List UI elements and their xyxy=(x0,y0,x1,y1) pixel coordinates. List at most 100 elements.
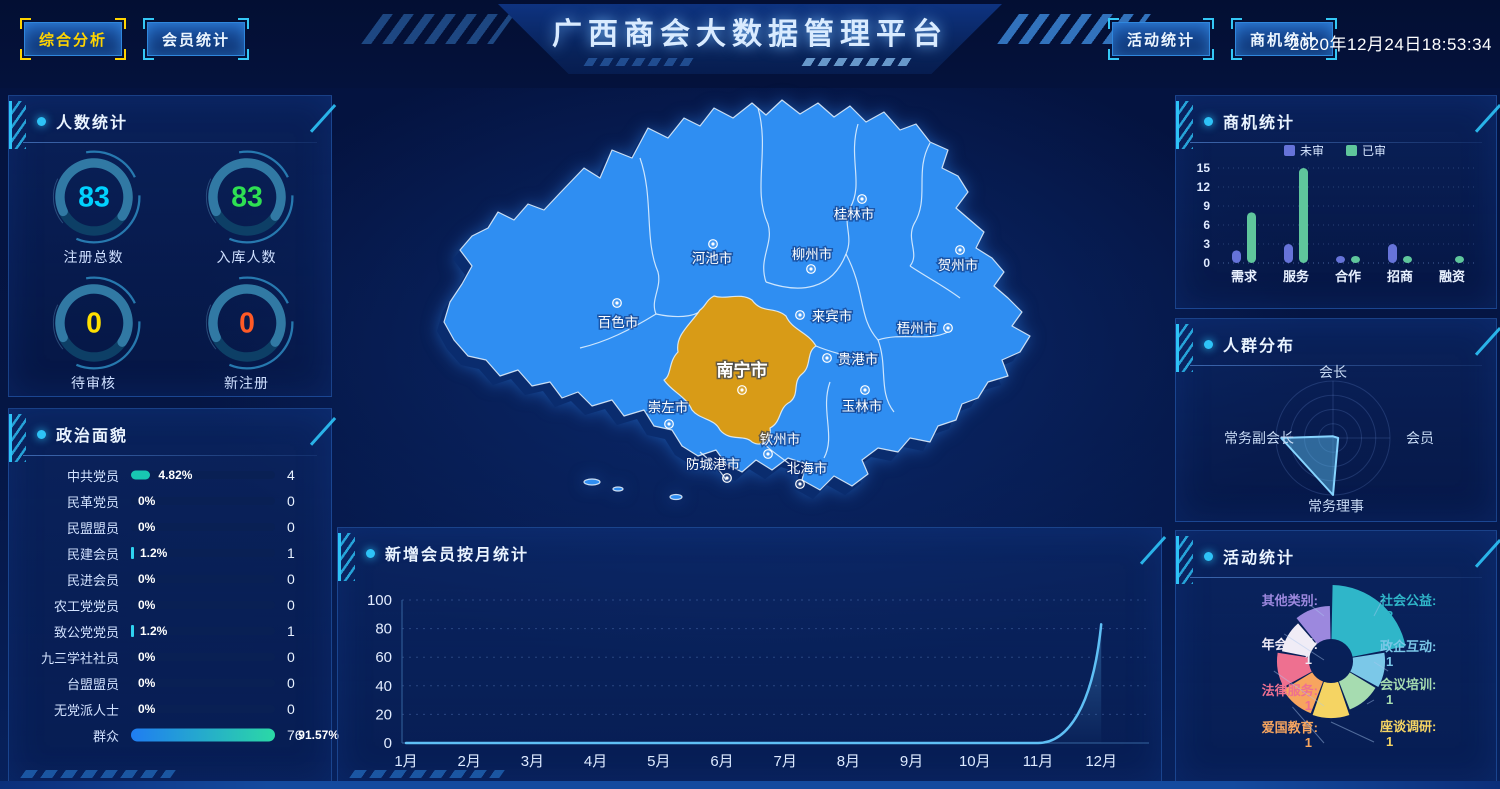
political-count: 0 xyxy=(287,701,295,717)
divider xyxy=(1190,577,1482,578)
svg-text:8月: 8月 xyxy=(837,753,860,770)
tab-activity-stats[interactable]: 活动统计 xyxy=(1107,18,1215,60)
tab-comprehensive-analysis[interactable]: 综合分析 xyxy=(19,18,127,60)
legend[interactable]: 未审 已审 xyxy=(1284,143,1386,158)
map-city[interactable]: 河池市 xyxy=(690,239,734,268)
panel-title: 新增会员按月统计 xyxy=(385,547,530,564)
panel-bullet-icon xyxy=(37,116,46,126)
svg-text:1: 1 xyxy=(1386,692,1393,707)
divider xyxy=(23,142,317,143)
svg-text:融资: 融资 xyxy=(1439,269,1465,284)
gauges-grid: 83 注册总数 83 入库人数 0 待审核 0 新注册 xyxy=(9,143,331,393)
bars xyxy=(1232,168,1464,263)
svg-text:其他类别:: 其他类别: xyxy=(1262,593,1318,608)
panel-political-status: 政治面貌 中共党员 4.82% 4 民革党员 0% 0 民盟盟员 0% 0 民建会员 1.2% 1 民进… xyxy=(8,408,339,784)
monthly-line-chart: 0 20 40 60 80 100 1月 2月 3月 4月 5月 6月 7月 8月 9月 10月 11月 12月 xyxy=(367,592,1149,770)
svg-text:12月: 12月 xyxy=(1085,753,1117,770)
political-row: 中共党员 4.82% 4 xyxy=(9,462,331,488)
map-city[interactable]: 贺州市 xyxy=(936,245,980,275)
map-city[interactable]: 钦州市 xyxy=(758,430,802,459)
map-city-label: 南宁市 xyxy=(717,360,768,380)
gridlines: 0 20 40 60 80 100 xyxy=(367,592,1149,752)
map-city[interactable]: 南宁市 xyxy=(715,359,769,395)
x-axis-labels: 1月 2月 3月 4月 5月 6月 7月 8月 9月 10月 11月 12月 xyxy=(394,753,1117,770)
political-bar-track: 1.2% xyxy=(131,546,275,560)
svg-text:会议培训:: 会议培训: xyxy=(1380,677,1436,692)
svg-text:会长: 会长 xyxy=(1319,364,1347,380)
map-city[interactable]: 崇左市 xyxy=(646,398,690,429)
political-bar-track: 0% xyxy=(131,520,275,534)
political-bar-track: 0% xyxy=(131,598,275,612)
political-label: 无党派人士 xyxy=(53,702,119,718)
svg-text:1: 1 xyxy=(1305,735,1312,750)
political-row: 致公党党员 1.2% 1 xyxy=(9,618,331,644)
political-bar-track: 0% xyxy=(131,702,275,716)
panel-business-stats: 商机统计 0 3 6 9 12 15 未审 已审 需求 服务 合作 招商 融资 xyxy=(1175,95,1497,309)
svg-text:1: 1 xyxy=(1305,608,1312,623)
map-city-label: 崇左市 xyxy=(648,399,689,415)
divider xyxy=(23,455,317,456)
tab-business-stats[interactable]: 商机统计 xyxy=(1231,18,1338,60)
svg-text:60: 60 xyxy=(375,649,392,666)
divider xyxy=(1190,365,1482,366)
svg-text:1: 1 xyxy=(1386,654,1393,669)
panel-decor-stripes xyxy=(349,770,505,778)
banner-dashes-right xyxy=(801,58,917,66)
activity-donut-chart: 社会公益:2政企互动:1会议培训:1座谈调研:1爱国教育:1法律服务:1年会聚餐… xyxy=(1262,585,1437,750)
political-label: 九三学社社员 xyxy=(40,650,119,666)
political-count: 0 xyxy=(287,493,295,509)
app-title: 广西商会大数据管理平台 xyxy=(552,18,948,51)
map-city[interactable]: 玉林市 xyxy=(840,385,884,416)
svg-text:2: 2 xyxy=(1386,608,1393,623)
svg-text:0: 0 xyxy=(384,735,392,752)
radar-polygon xyxy=(1280,435,1340,496)
map-city[interactable]: 贵港市 xyxy=(822,350,880,369)
svg-text:12: 12 xyxy=(1197,180,1211,194)
political-bar-track: 91.57% xyxy=(131,728,339,742)
political-bar-fill xyxy=(131,728,275,742)
gauge-imported-count: 83 入库人数 xyxy=(170,145,323,267)
political-bar-track: 0% xyxy=(131,650,275,664)
political-row: 民建会员 1.2% 1 xyxy=(9,540,331,566)
line-series xyxy=(404,623,1103,745)
panel-monthly-members: 新增会员按月统计 0 20 40 60 80 100 1月 2月 3月 4月 5月 6月 7月 8月 9月 1… xyxy=(337,527,1162,784)
svg-text:9月: 9月 xyxy=(900,753,923,770)
banner-dashes-left xyxy=(583,58,699,66)
divider xyxy=(1190,142,1482,143)
map-city-label: 北海市 xyxy=(787,460,828,476)
map-city-label: 玉林市 xyxy=(842,398,883,414)
nav-left: 综合分析 会员统计 xyxy=(19,18,250,60)
svg-text:需求: 需求 xyxy=(1231,269,1258,284)
map-city[interactable]: 防城港市 xyxy=(685,455,742,483)
svg-text:4月: 4月 xyxy=(584,753,607,770)
svg-text:1月: 1月 xyxy=(394,753,417,770)
map-city[interactable]: 北海市 xyxy=(785,459,829,489)
map-city[interactable]: 梧州市 xyxy=(895,319,953,338)
political-count: 0 xyxy=(287,675,295,691)
gauge-ring: 83 xyxy=(199,150,294,244)
map-regions[interactable] xyxy=(443,99,1031,501)
gauge-registered-total: 83 注册总数 xyxy=(17,145,170,267)
svg-text:1: 1 xyxy=(1305,652,1312,667)
political-count: 1 xyxy=(287,623,295,639)
map-city[interactable]: 百色市 xyxy=(596,298,640,332)
svg-text:0: 0 xyxy=(86,307,102,339)
map-city[interactable]: 柳州市 xyxy=(790,245,834,274)
gauge-label: 新注册 xyxy=(224,375,269,391)
map-city-label: 贵港市 xyxy=(838,351,879,367)
tab-member-stats[interactable]: 会员统计 xyxy=(143,18,250,60)
map-city[interactable]: 桂林市 xyxy=(832,194,876,224)
political-bar-fill xyxy=(131,625,134,637)
svg-text:已审: 已审 xyxy=(1362,143,1386,158)
political-row: 民革党员 0% 0 xyxy=(9,488,331,514)
political-row: 群众 91.57% 76 xyxy=(9,722,339,748)
svg-text:3: 3 xyxy=(1203,237,1210,251)
political-rows: 中共党员 4.82% 4 民革党员 0% 0 民盟盟员 0% 0 民建会员 1.2% 1 民进会员 0% 0… xyxy=(9,456,339,748)
panel-decor-stripes xyxy=(20,770,176,778)
donut-labels: 社会公益:2政企互动:1会议培训:1座谈调研:1爱国教育:1法律服务:1年会聚餐… xyxy=(1262,593,1437,750)
political-count: 0 xyxy=(287,649,295,665)
map-city[interactable]: 来宾市 xyxy=(795,307,854,326)
